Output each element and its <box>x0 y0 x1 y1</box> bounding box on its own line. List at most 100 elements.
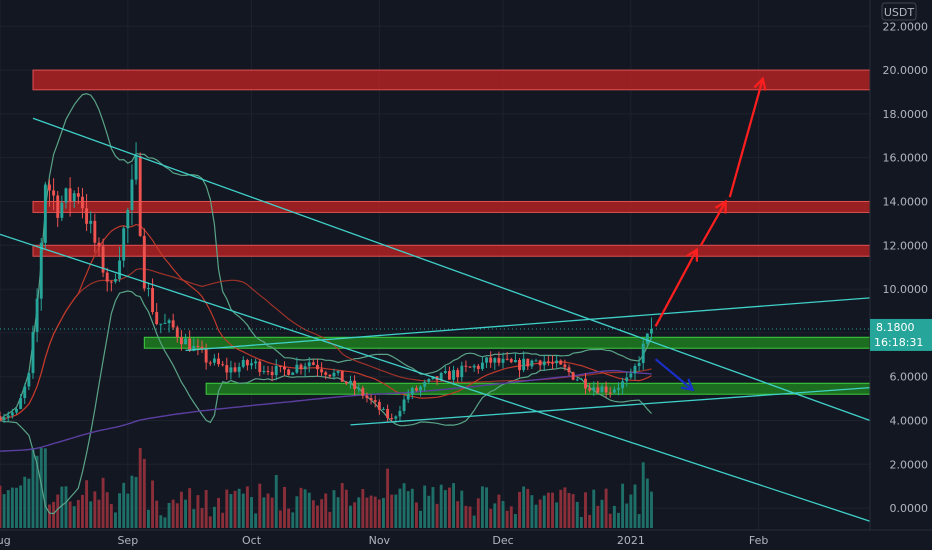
candle-body <box>398 410 402 417</box>
candle-body <box>419 386 423 391</box>
time-axis[interactable]: Aug Sep Oct Nov Dec 2021 Feb <box>0 534 768 547</box>
candle-body <box>575 379 579 381</box>
candle-body <box>138 156 142 236</box>
candle-body <box>52 190 56 196</box>
volume-bar <box>361 489 365 528</box>
volume-bar <box>489 508 493 528</box>
volume-bar <box>43 448 47 528</box>
volume-bar <box>476 498 480 528</box>
last-price-tag: 8.1800 16:18:31 <box>870 318 932 351</box>
volume-bar <box>151 480 155 528</box>
candle-body <box>542 361 546 366</box>
candle-body <box>513 359 517 363</box>
volume-bar <box>311 500 315 528</box>
volume-bar <box>85 480 89 528</box>
candle-body <box>501 358 505 363</box>
candle-body <box>6 415 10 418</box>
volume-bar <box>146 509 150 528</box>
volume-bar <box>307 492 311 528</box>
y-tick-label: 10.0000 <box>883 283 929 296</box>
currency-badge[interactable]: USDT <box>881 2 917 21</box>
volume-bar <box>192 509 196 528</box>
volume-bar <box>575 501 579 528</box>
volume-bar <box>89 501 93 528</box>
candle-body <box>10 412 14 416</box>
volume-bar <box>382 497 385 528</box>
volume-bar <box>447 487 451 528</box>
candle-body <box>604 386 608 393</box>
volume-bar <box>398 488 402 528</box>
last-price-label: 8.1800 <box>876 321 915 334</box>
y-tick-label: 20.0000 <box>883 64 929 77</box>
volume-bar <box>254 513 258 528</box>
candle-body <box>592 387 596 391</box>
candle-body <box>299 364 303 370</box>
volume-bar <box>217 497 220 528</box>
candle-body <box>415 388 418 391</box>
volume-bar <box>283 487 286 528</box>
candle-body <box>526 358 530 367</box>
volume-bar <box>427 495 431 528</box>
volume-bar <box>402 483 406 528</box>
volume-bar <box>179 491 183 528</box>
trendline <box>185 297 871 352</box>
y-tick-label: 22.0000 <box>883 20 929 33</box>
candle-body <box>320 369 324 373</box>
volume-bar <box>295 496 299 528</box>
candle-body <box>109 281 113 283</box>
volume-bar <box>464 505 468 528</box>
candle-body <box>443 371 447 373</box>
volume-bar <box>196 495 200 528</box>
candle-body <box>468 366 472 368</box>
candle-body <box>31 331 35 374</box>
candle-body <box>650 328 653 334</box>
volume-bar <box>237 488 241 528</box>
volume-bar <box>258 483 262 528</box>
candle-body <box>35 298 39 332</box>
candle-body <box>171 320 175 328</box>
candle-body <box>596 387 600 393</box>
candle-body <box>114 278 117 282</box>
volume-bar <box>439 484 443 528</box>
volume-bar <box>155 500 159 528</box>
volume-bar <box>134 477 138 528</box>
volume-bar <box>184 499 187 528</box>
candle-body <box>175 327 179 338</box>
volume-bar <box>526 488 530 528</box>
volume-bars <box>0 448 653 528</box>
volume-bar <box>513 514 517 528</box>
candle-body <box>250 363 253 366</box>
volume-bar <box>320 499 324 528</box>
volume-bar <box>468 506 472 528</box>
volume-bar <box>357 497 361 528</box>
x-tick-label: Aug <box>0 534 11 547</box>
candle-body <box>130 179 134 210</box>
candle-body <box>427 379 431 382</box>
volume-bar <box>15 487 18 528</box>
volume-bar <box>68 501 72 528</box>
volume-bar <box>93 491 97 528</box>
candle-body <box>588 388 592 391</box>
candle-body <box>118 260 122 279</box>
candle-body <box>452 370 455 380</box>
currency-label: USDT <box>884 6 915 19</box>
arrow-shaft <box>654 358 694 391</box>
candle-body <box>266 371 270 373</box>
candle-body <box>369 398 373 401</box>
volume-bar <box>188 488 192 528</box>
candle-body <box>43 184 47 243</box>
candle-body <box>245 360 249 366</box>
candle-body <box>39 242 43 299</box>
candle-body <box>608 392 612 394</box>
volume-bar <box>171 499 175 528</box>
price-zone <box>32 69 871 91</box>
candle-body <box>546 361 550 363</box>
trendline <box>350 386 871 426</box>
candle-body <box>357 388 361 390</box>
candle-body <box>60 202 64 218</box>
volume-bar <box>373 496 377 528</box>
volume-bar <box>167 502 171 528</box>
volume-bar <box>324 493 328 528</box>
drawing-lines <box>0 76 871 522</box>
